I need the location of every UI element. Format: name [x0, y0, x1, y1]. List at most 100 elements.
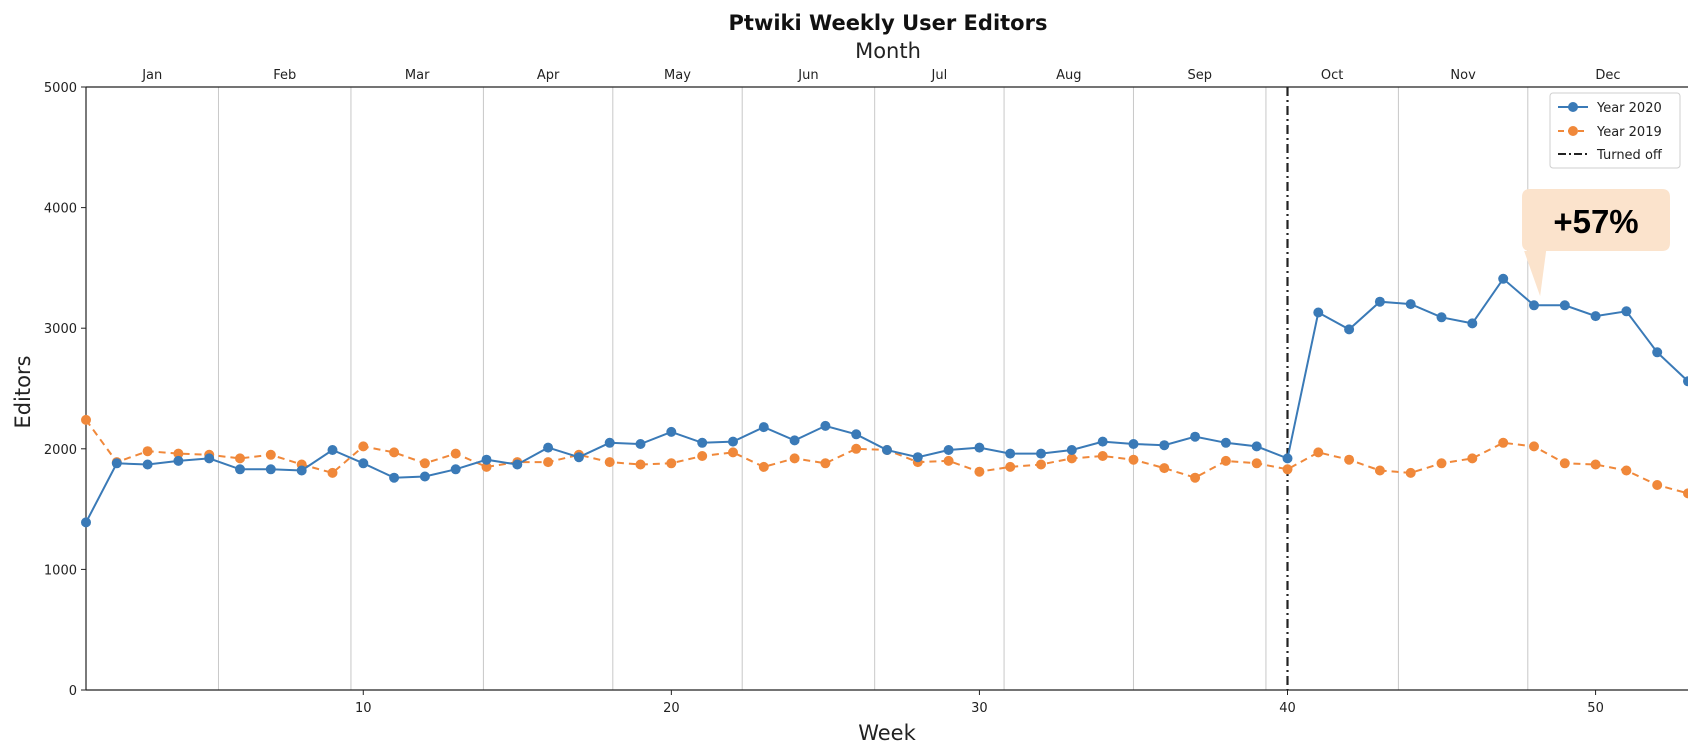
data-point-year-2019: [1374, 465, 1385, 476]
legend-marker-2020: [1568, 102, 1578, 112]
series-line-year-2019: [85, 419, 1688, 495]
data-point-year-2019: [1313, 447, 1324, 458]
y-ticks: 0 1000 2000 3000 4000 5000: [44, 81, 86, 699]
data-point-year-2019: [235, 453, 245, 464]
legend-item-2019: Year 2019: [1558, 125, 1662, 140]
x-tick-label: 20: [663, 701, 680, 716]
data-point-year-2019: [697, 451, 708, 461]
data-point-year-2019: [758, 461, 769, 472]
data-point-year-2019: [1621, 465, 1632, 476]
data-point-year-2019: [481, 461, 492, 472]
data-point-year-2019: [604, 457, 615, 468]
x-tick-label: 30: [971, 701, 988, 716]
legend: Year 2020 Year 2019 Turned off: [1549, 92, 1681, 169]
month-label-jul: Jul: [931, 68, 948, 83]
legend-box: [1549, 92, 1681, 169]
data-point-year-2020: [1374, 296, 1385, 307]
data-point-year-2020: [912, 452, 923, 463]
month-label-feb: Feb: [273, 68, 296, 83]
data-point-year-2019: [728, 447, 738, 458]
data-point-year-2020: [1405, 299, 1416, 310]
data-point-year-2020: [389, 472, 400, 483]
data-point-year-2019: [943, 455, 954, 466]
data-point-year-2020: [1220, 437, 1231, 448]
data-point-year-2020: [1498, 273, 1509, 284]
x-axis-title: Week: [858, 721, 916, 745]
data-point-year-2020: [173, 455, 184, 466]
month-label-jan: Jan: [141, 68, 162, 83]
data-point-year-2020: [1128, 439, 1139, 449]
data-point-year-2019: [1590, 459, 1601, 470]
x-tick-label: 40: [1279, 701, 1296, 716]
data-point-year-2020: [1436, 312, 1447, 323]
data-point-year-2020: [1590, 311, 1601, 322]
callout-annotation: +57%: [1522, 189, 1670, 297]
data-point-year-2019: [1344, 454, 1355, 465]
data-point-year-2020: [1190, 431, 1201, 442]
legend-marker-2019: [1568, 126, 1578, 136]
data-point-year-2019: [265, 449, 276, 460]
x-tick-label: 50: [1587, 701, 1604, 716]
data-point-year-2020: [512, 459, 523, 470]
data-point-year-2019: [1220, 455, 1231, 466]
data-point-year-2020: [296, 465, 307, 476]
data-point-year-2019: [173, 448, 184, 459]
y-tick-label: 1000: [44, 563, 77, 578]
data-point-year-2020: [882, 445, 892, 455]
legend-label-turned-off: Turned off: [1596, 148, 1663, 163]
y-tick-label: 4000: [44, 202, 77, 217]
data-point-year-2019: [1559, 458, 1570, 469]
data-point-year-2019: [1251, 458, 1262, 469]
data-point-year-2020: [204, 453, 215, 464]
legend-item-turned-off: Turned off: [1558, 148, 1663, 163]
x-tick-label: 10: [355, 701, 372, 716]
data-point-year-2019: [1683, 488, 1688, 499]
data-point-year-2019: [1066, 453, 1077, 464]
data-point-year-2020: [450, 464, 461, 475]
legend-item-2020: Year 2020: [1558, 101, 1662, 116]
data-point-year-2020: [789, 435, 800, 446]
data-point-year-2020: [81, 517, 91, 528]
data-point-year-2020: [1313, 307, 1324, 318]
month-label-apr: Apr: [537, 68, 560, 83]
month-label-aug: Aug: [1056, 68, 1081, 83]
data-point-year-2019: [666, 458, 677, 469]
data-point-year-2020: [1036, 448, 1046, 459]
data-point-year-2020: [758, 422, 769, 433]
data-point-year-2019: [1097, 451, 1108, 461]
data-point-year-2020: [1621, 306, 1632, 317]
data-point-year-2020: [358, 458, 369, 469]
month-label-may: May: [664, 68, 691, 83]
data-point-year-2019: [543, 457, 554, 468]
data-point-year-2019: [1529, 441, 1539, 452]
series: [81, 273, 1688, 528]
data-point-year-2019: [450, 448, 461, 459]
data-point-year-2020: [666, 426, 677, 437]
month-label-oct: Oct: [1321, 68, 1343, 83]
data-point-year-2019: [1282, 464, 1293, 475]
series-year-2020: [81, 273, 1688, 528]
data-point-year-2020: [820, 420, 831, 431]
axes: [85, 86, 1688, 691]
data-point-year-2019: [635, 459, 646, 470]
data-point-year-2019: [358, 441, 369, 452]
month-label-dec: Dec: [1595, 68, 1620, 83]
data-point-year-2019: [789, 453, 800, 464]
data-point-year-2019: [419, 458, 430, 469]
data-point-year-2020: [1066, 445, 1077, 455]
data-point-year-2020: [1652, 347, 1663, 358]
data-point-year-2020: [265, 464, 276, 475]
month-label-mar: Mar: [405, 68, 430, 83]
chart-title: Ptwiki Weekly User Editors: [729, 11, 1048, 35]
callout-text: +57%: [1553, 203, 1638, 240]
data-point-year-2019: [1005, 461, 1016, 472]
data-point-year-2019: [1652, 480, 1663, 490]
data-point-year-2020: [1683, 376, 1688, 387]
data-point-year-2019: [327, 467, 338, 478]
data-point-year-2020: [111, 458, 122, 469]
data-point-year-2020: [974, 442, 985, 453]
data-point-year-2020: [697, 437, 708, 448]
data-point-year-2019: [1498, 437, 1509, 448]
data-point-year-2019: [1159, 463, 1170, 474]
